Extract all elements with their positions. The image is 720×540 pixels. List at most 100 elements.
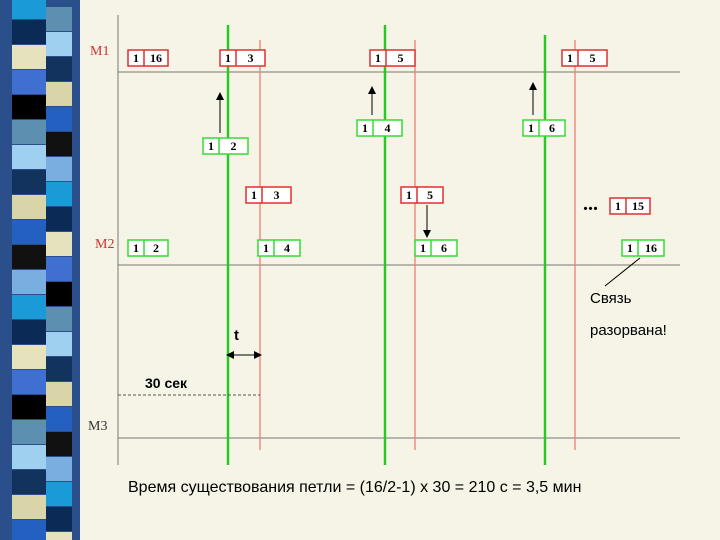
node-b: 2	[231, 139, 237, 153]
node-a: 1	[375, 51, 381, 65]
node-a: 1	[406, 188, 412, 202]
stripe-tile	[12, 0, 46, 19]
level-label: M3	[88, 419, 107, 434]
stripe-tile	[12, 145, 46, 169]
stripe-tile	[12, 520, 46, 540]
node-b: 5	[427, 188, 433, 202]
stripe-tile	[12, 220, 46, 244]
node-frame	[621, 239, 665, 257]
stripe-tile	[46, 307, 72, 331]
stripe-tile	[46, 407, 72, 431]
node-frame	[356, 119, 403, 137]
level-label: M1	[90, 44, 109, 59]
stripe-tile	[46, 207, 72, 231]
node-a: 1	[627, 241, 633, 255]
node-b: 6	[549, 121, 555, 135]
stripe-tile	[46, 57, 72, 81]
node-frame	[219, 49, 266, 67]
node-frame	[202, 137, 249, 155]
stripe-tile	[46, 382, 72, 406]
stripe-tile	[12, 95, 46, 119]
node: 1 15	[609, 197, 651, 215]
stripe-tile	[46, 507, 72, 531]
stripe-tile	[46, 532, 72, 540]
node-b: 16	[645, 241, 657, 255]
stripe-tile	[12, 120, 46, 144]
stripe-tile	[46, 132, 72, 156]
node-frame	[257, 239, 301, 257]
node-a: 1	[263, 241, 269, 255]
stripe-tile	[46, 457, 72, 481]
decor-stripe	[0, 0, 80, 540]
stripe-tile	[12, 20, 46, 44]
node-a: 1	[133, 241, 139, 255]
node-a: 1	[362, 121, 368, 135]
stripe-tile	[46, 282, 72, 306]
t-label: t	[234, 327, 239, 344]
node-b: 4	[385, 121, 391, 135]
formula: Время существования петли = (16/2-1) x 3…	[128, 479, 581, 496]
stripe-tile	[46, 7, 72, 31]
stripe-tile	[46, 357, 72, 381]
node-frame	[609, 197, 651, 215]
node-a: 1	[420, 241, 426, 255]
node-frame	[245, 186, 292, 204]
node-a: 1	[208, 139, 214, 153]
stripe-tile	[46, 257, 72, 281]
stripe-tile	[46, 232, 72, 256]
stripe-tile	[12, 470, 46, 494]
node-a: 1	[528, 121, 534, 135]
node-frame	[369, 49, 416, 67]
note: разорвана!	[590, 322, 667, 339]
node: 1 16	[621, 239, 665, 257]
node-b: 15	[632, 199, 644, 213]
node-a: 1	[567, 51, 573, 65]
stripe-tile	[12, 495, 46, 519]
stripe-tile	[12, 295, 46, 319]
node-frame	[522, 119, 566, 137]
stripe-tile	[12, 245, 46, 269]
stripe-tile	[46, 82, 72, 106]
stripe-tile	[12, 170, 46, 194]
node-b: 6	[441, 241, 447, 255]
node-b: 5	[590, 51, 596, 65]
node-b: 3	[274, 188, 280, 202]
stripe-tile	[12, 195, 46, 219]
stripe-tile	[46, 482, 72, 506]
node-a: 1	[133, 51, 139, 65]
stripe-tile	[12, 320, 46, 344]
stripe-tile	[12, 70, 46, 94]
node-frame	[400, 186, 444, 204]
node-a: 1	[615, 199, 621, 213]
level-label: M2	[95, 237, 114, 252]
stripe-tile	[12, 420, 46, 444]
node-a: 1	[251, 188, 257, 202]
stripe-tile	[12, 45, 46, 69]
node-b: 16	[150, 51, 162, 65]
node-b: 4	[284, 241, 290, 255]
node-b: 3	[248, 51, 254, 65]
interval-label: 30 сек	[145, 375, 188, 391]
stripe-tile	[12, 445, 46, 469]
stripe-tile	[12, 370, 46, 394]
stripe-tile	[46, 432, 72, 456]
stripe-tile	[46, 182, 72, 206]
stripe-tile	[46, 107, 72, 131]
stripe-tile	[12, 270, 46, 294]
node-b: 5	[398, 51, 404, 65]
stripe-tile	[46, 157, 72, 181]
node-frame	[127, 239, 169, 257]
note: Связь	[590, 290, 632, 307]
stripe-tile	[46, 32, 72, 56]
